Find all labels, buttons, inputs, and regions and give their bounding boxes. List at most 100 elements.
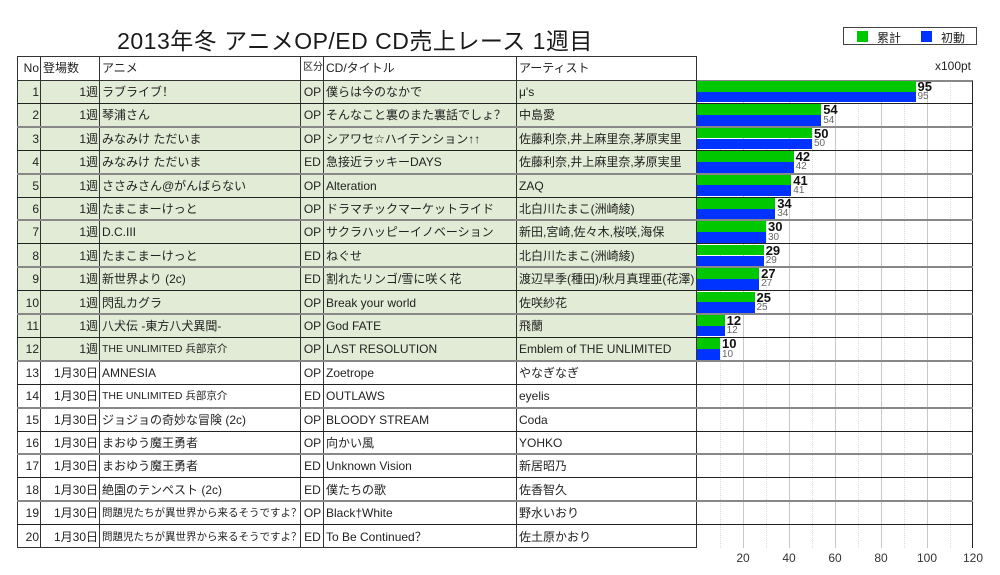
data-label-cumulative: 25 [756,289,771,305]
cell-artist: Coda [519,412,548,427]
cell-title: LΛST RESOLUTION [326,342,438,357]
row-separator [17,243,973,245]
row-separator [17,383,973,385]
cell-appearances: 1月30日 [53,389,98,404]
cell-type: ED [304,529,321,544]
cell-anime: たまこまーけっと [102,248,198,263]
cell-title: 僕らは今のなかで [326,85,423,99]
cell-artist: ZAQ [519,178,544,193]
cell-appearances: 1週 [79,225,98,240]
bar-cumulative [697,151,794,162]
data-label-initial: 25 [756,301,768,313]
cell-artist: 中島愛 [519,108,556,123]
data-label-cumulative: 54 [823,102,838,118]
cell-no: 20 [25,529,39,544]
row-separator [17,359,973,362]
cell-artist: 新居昭乃 [519,459,568,474]
cell-title: To Be Continued？ [326,529,427,544]
row-separator [17,172,973,175]
table-row: 9 1週 新世界より (2c) ED 割れたリンゴ/雪に咲く花 渡辺早季(種田)/秋月真理… [18,268,696,292]
data-label-initial: 50 [814,138,826,149]
cell-anime: THE UNLIMITED 兵部京介 [102,343,228,356]
x-tick-label: 100 [916,551,938,565]
table-row: 8 1週 たまこまーけっと ED ねぐせ 北白川たまこ(洲崎綾) [18,244,696,269]
cell-no: 17 [25,459,39,474]
cell-artist: 佐香智久 [519,482,568,497]
row-separator [17,477,973,479]
data-label-initial: 27 [761,278,773,290]
cell-appearances: 1月30日 [53,482,98,497]
column-divider [300,57,301,547]
cell-no: 12 [25,342,39,357]
cell-type: OP [303,131,322,146]
cell-no: 4 [32,155,39,170]
cell-title: OUTLAWS [326,389,385,404]
cell-no: 5 [32,178,39,193]
cell-no: 11 [26,319,39,333]
cell-appearances: 1週 [79,202,98,216]
cell-type: OP [303,108,322,123]
cell-no: 9 [32,272,39,287]
bar-initial [697,255,764,267]
cell-artist: 飛蘭 [519,319,544,333]
cell-artist: 渡辺早季(種田)/秋月真理亜(花澤) [519,272,695,287]
cell-anime: ジョジョの奇妙な冒険 (2c) [102,412,247,427]
cell-title: Break your world [326,295,417,310]
bar-initial [697,208,776,220]
table-row: 17 1月30日 まおゆう魔王勇者 ED Unknown Vision 新居昭乃 [18,455,696,478]
cell-title: Black†White [326,506,393,521]
table-row: 20 1月30日 問題児たちが異世界から来るそうですよ？ ED To Be Contin… [18,526,696,549]
cell-title: BLOODY STREAM [326,412,430,427]
cell-title: God FATE [326,319,382,333]
data-label-cumulative: 42 [795,149,811,165]
cell-no: 15 [25,412,39,427]
cell-artist: 佐藤利奈,井上麻里奈,茅原実里 [519,155,682,170]
row-separator [17,313,973,315]
bar-cumulative [697,174,792,186]
cell-type: ED [304,459,321,474]
cell-type: ED [304,482,321,497]
bar-initial [697,161,794,173]
cell-title: シアワセ☆ハイテンション↑↑ [326,131,481,146]
row-separator [17,524,973,526]
cell-artist: Emblem of THE UNLIMITED [519,342,672,357]
cell-title: そんなこと裏のまた裏話でしょ？ [326,108,507,123]
header-title: CD/タイトル [326,61,395,75]
x-tick-label: 40 [782,551,796,565]
legend-label-initial: 初動 [941,31,966,45]
cell-no: 13 [25,365,39,380]
bar-cumulative [697,338,720,350]
cell-anime: 問題児たちが異世界から来るそうですよ？ [102,530,301,543]
data-label-cumulative: 50 [814,125,829,141]
header-anime: アニメ [102,61,138,75]
cell-artist: やなぎなぎ [519,365,580,380]
cell-appearances: 1月30日 [53,506,98,521]
cell-anime: みなみけ ただいま [102,131,202,146]
data-label-cumulative: 95 [917,79,932,94]
cell-artist: 新田,宮崎,佐々木,桜咲,海保 [519,225,665,240]
cell-type: OP [303,506,322,521]
bar-initial [697,185,792,196]
x-tick-label: 80 [874,551,888,565]
cell-no: 19 [25,506,39,521]
row-separator [17,219,973,222]
cell-appearances: 1週 [79,131,98,146]
data-label-initial: 29 [765,255,777,266]
table-row: 4 1週 みなみけ ただいま ED 急接近ラッキーDAYS 佐藤利奈,井上麻里奈,茅原実里 [18,151,696,175]
table-row: 1 1週 ラブライブ！ OP 僕らは今のなかで μ's [18,81,696,105]
cell-appearances: 1月30日 [53,529,98,544]
cell-no: 3 [32,131,39,146]
cell-title: ドラマチックマーケットライド [326,202,495,216]
cell-appearances: 1月30日 [53,412,98,427]
column-divider [40,57,41,547]
table-row: 15 1月30日 ジョジョの奇妙な冒険 (2c) OP BLOODY STREAM Cod… [18,409,696,432]
cell-no: 7 [32,225,39,240]
bar-cumulative [697,315,725,326]
cell-artist: 北白川たまこ(洲崎綾) [519,202,635,216]
bar-cumulative [697,104,822,116]
cell-type: ED [304,272,321,287]
cell-anime: みなみけ ただいま [102,155,202,170]
cell-type: ED [304,389,321,404]
column-divider [516,57,517,547]
